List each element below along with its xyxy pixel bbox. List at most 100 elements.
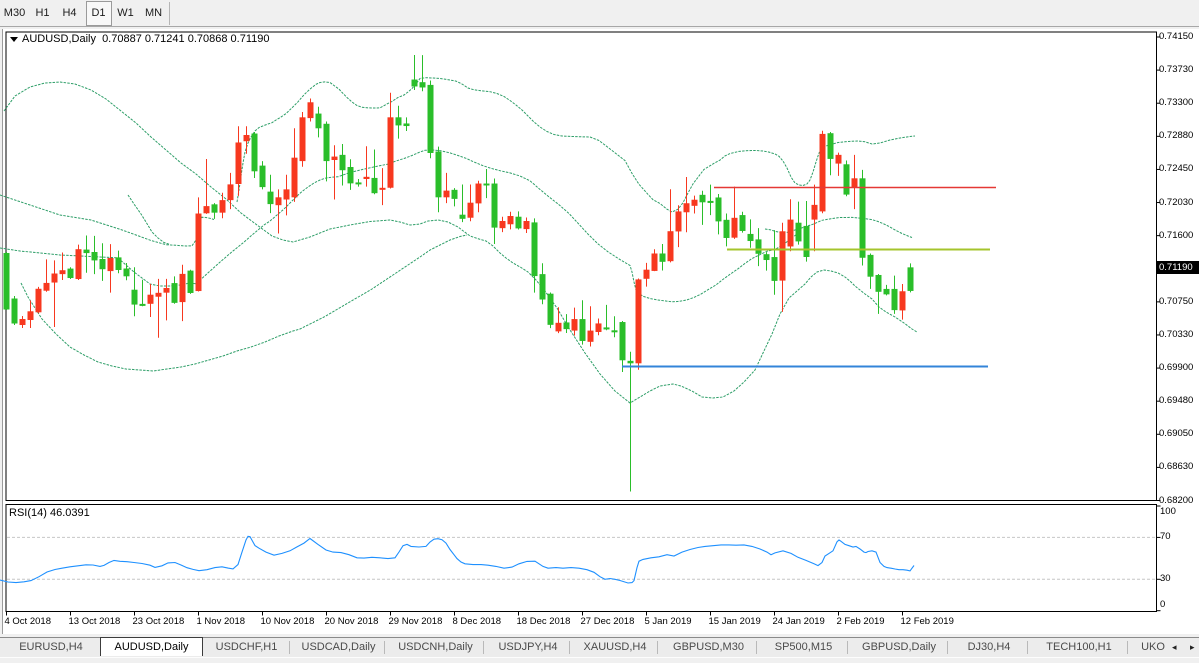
candle-body: [755, 239, 762, 254]
candle-body: [331, 156, 338, 161]
chart-tab[interactable]: USDCNH,Daily: [398, 641, 473, 653]
candle-body: [379, 187, 386, 190]
candle-body: [155, 292, 162, 297]
timeframe-button-d1[interactable]: D1: [91, 7, 106, 19]
candle-body: [779, 231, 786, 281]
candle-body: [251, 133, 258, 172]
chart-tab[interactable]: USDCAD,Daily: [301, 641, 376, 653]
candle-body: [99, 259, 106, 270]
price-axis-label: 0.69480: [1159, 395, 1194, 407]
candle-body: [643, 269, 650, 279]
date-axis-label: 4 Oct 2018: [4, 616, 51, 627]
price-axis-label: 0.71600: [1159, 229, 1194, 241]
candle-body: [627, 360, 634, 364]
candle-body: [795, 222, 802, 242]
candle-body: [883, 288, 890, 295]
chart-tab[interactable]: UKO: [1141, 641, 1165, 653]
candle-body: [283, 189, 290, 200]
candle-body: [819, 133, 826, 212]
rsi-axis-label: 30: [1160, 573, 1171, 585]
chart-tab[interactable]: TECH100,H1: [1046, 641, 1112, 653]
chart-tab[interactable]: USDCHF,H1: [215, 641, 278, 653]
date-axis-label: 13 Oct 2018: [68, 616, 121, 627]
candle-body: [867, 254, 874, 277]
candle-body: [611, 330, 618, 333]
tab-scroll-left-icon[interactable]: ◂: [1172, 642, 1177, 652]
candle-body: [179, 273, 186, 303]
timeframe-toolbar: M30 H1 H4 D1 W1 MN: [0, 0, 1199, 28]
candle-body: [371, 177, 378, 194]
timeframe-button-mn[interactable]: MN: [144, 7, 163, 19]
candle-body: [443, 190, 450, 198]
tab-separator: [289, 641, 290, 654]
bollinger-band-line: [20, 234, 468, 372]
date-axis-label: 5 Jan 2019: [644, 616, 692, 627]
window-edge: [2, 29, 3, 634]
tab-scroll-right-icon[interactable]: ▸: [1190, 642, 1195, 652]
candle-body: [267, 191, 274, 205]
candle-body: [59, 270, 66, 275]
candle-body: [459, 214, 466, 219]
date-axis-label: 23 Oct 2018: [132, 616, 185, 627]
candle-body: [515, 216, 522, 229]
candle-body: [891, 288, 898, 311]
candle-body: [163, 287, 170, 293]
bollinger-band-line: [3, 81, 918, 404]
timeframe-button-m30[interactable]: M30: [3, 7, 26, 19]
chart-tab[interactable]: GBPUSD,M30: [673, 641, 744, 653]
chart-tab[interactable]: SP500,M15: [774, 641, 833, 653]
date-axis-label: 29 Nov 2018: [388, 616, 443, 627]
candle-body: [699, 194, 706, 203]
candle-body: [219, 200, 226, 213]
candle-body: [395, 117, 402, 126]
candle-body: [587, 330, 594, 342]
date-axis-label: 24 Jan 2019: [772, 616, 825, 627]
tab-separator: [569, 641, 570, 654]
candle-body: [75, 249, 82, 280]
date-axis-label: 12 Feb 2019: [900, 616, 954, 627]
timeframe-button-h1[interactable]: H1: [35, 7, 50, 19]
rsi-axis-label: 0: [1160, 598, 1166, 610]
candle-body: [539, 274, 546, 300]
candle-body: [531, 222, 538, 277]
timeframe-button-h4[interactable]: H4: [62, 7, 77, 19]
candle-body: [91, 252, 98, 261]
candle-body: [851, 178, 858, 188]
chart-tab-active[interactable]: AUDUSD,Daily: [100, 637, 203, 656]
candle-body: [427, 84, 434, 153]
tab-separator: [1027, 641, 1028, 654]
price-axis-label: 0.72450: [1159, 163, 1194, 175]
price-axis-label: 0.73730: [1159, 64, 1194, 76]
candle-body: [83, 249, 90, 254]
chart-title: AUDUSD,Daily 0.70887 0.71241 0.70868 0.7…: [22, 33, 270, 45]
candle-body: [3, 253, 10, 310]
candle-body: [563, 322, 570, 330]
candle-body: [275, 197, 282, 206]
candle-body: [811, 204, 818, 220]
candle-body: [123, 268, 130, 277]
candle-body: [595, 323, 602, 333]
chart-tab[interactable]: GBPUSD,Daily: [862, 641, 936, 653]
date-axis-label: 20 Nov 2018: [324, 616, 379, 627]
candle-body: [307, 102, 314, 119]
timeframe-button-w1[interactable]: W1: [117, 7, 134, 19]
candle-body: [363, 176, 370, 180]
candle-body: [419, 82, 426, 88]
candle-body: [619, 322, 626, 361]
chart-tab[interactable]: XAUUSD,H4: [583, 641, 647, 653]
candle-body: [731, 217, 738, 238]
chart-tab[interactable]: EURUSD,H4: [19, 641, 83, 653]
chart-tab[interactable]: USDJPY,H4: [498, 641, 558, 653]
price-axis-label: 0.70330: [1159, 328, 1194, 340]
candle-body: [227, 184, 234, 201]
candle-body: [67, 268, 74, 279]
status-strip: [0, 657, 1199, 663]
candle-body: [715, 197, 722, 222]
price-axis-label: 0.68630: [1159, 461, 1194, 473]
chart-dropdown-icon[interactable]: [10, 37, 18, 42]
chart-tab[interactable]: DJ30,H4: [967, 641, 1011, 653]
main-pane-border: [5, 31, 1157, 501]
candle-body: [499, 220, 506, 229]
